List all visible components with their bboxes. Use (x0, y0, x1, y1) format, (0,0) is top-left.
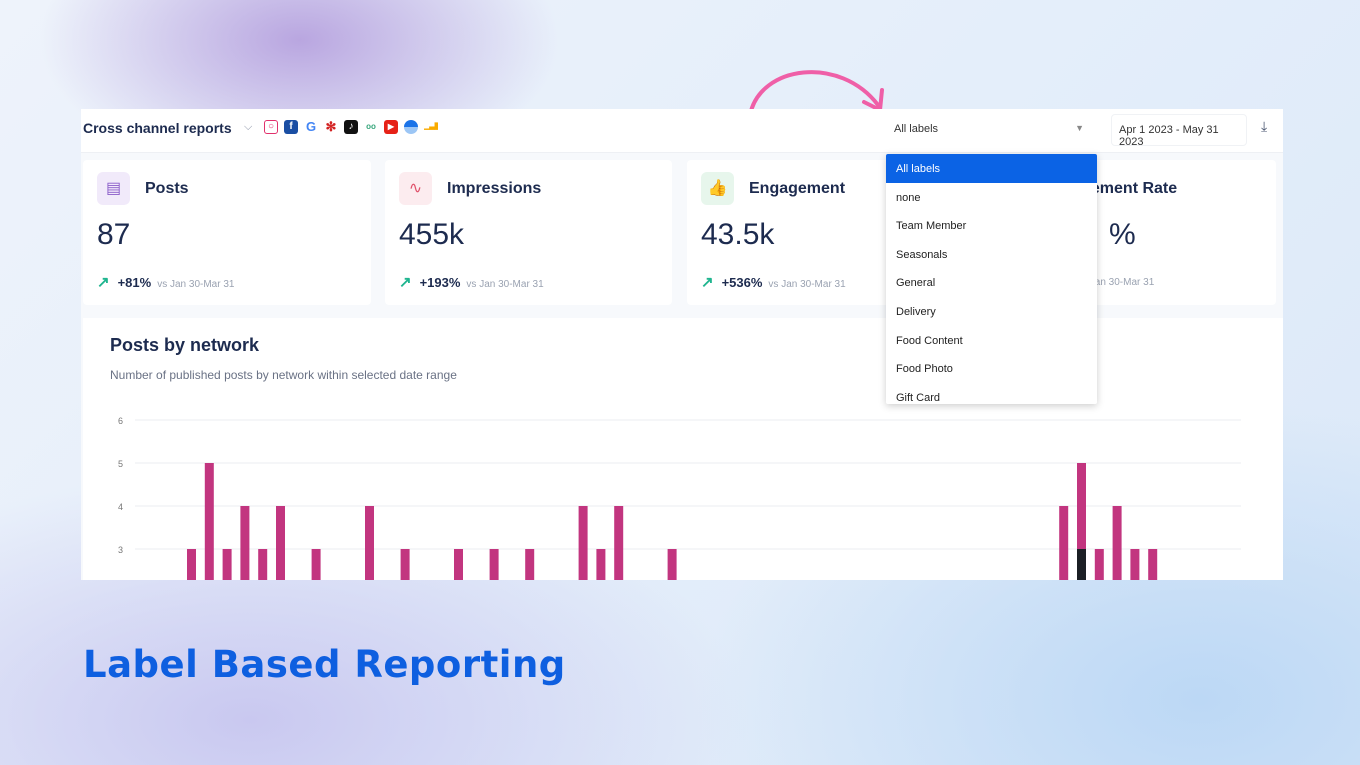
bar-plot: 3 4 5 6 (118, 416, 1241, 580)
y-tick-label: 3 (118, 545, 123, 555)
caret-down-icon: ▼ (1075, 123, 1084, 133)
dropdown-option[interactable]: none (896, 191, 921, 204)
bar[interactable] (311, 549, 321, 580)
card-delta: ↗ +81% vs Jan 30-Mar 31 (97, 273, 234, 291)
bar[interactable] (276, 506, 285, 580)
card-delta: vs Jan 30-Mar 31 (1071, 273, 1154, 288)
bar[interactable] (222, 549, 232, 580)
card-delta: ↗ +536% vs Jan 30-Mar 31 (701, 273, 846, 291)
dropdown-option[interactable]: Team Member (896, 220, 967, 233)
card-value: % (1109, 218, 1136, 251)
dropdown-option[interactable]: Food Photo (896, 363, 953, 376)
card-title: Posts (145, 180, 189, 197)
compare-period: vs Jan 30-Mar 31 (157, 279, 235, 290)
bar[interactable] (525, 549, 535, 580)
bar[interactable] (400, 549, 410, 580)
label-select[interactable]: All labels ▼ (886, 114, 1096, 146)
card-title: Engagement (749, 180, 846, 197)
arrow-up-right-icon: ↗ (701, 274, 714, 291)
youtube-icon[interactable]: ▶ (384, 120, 398, 134)
dropdown-option[interactable]: All labels (886, 154, 1097, 183)
report-title[interactable]: Cross channel reports (83, 120, 232, 136)
bar[interactable] (596, 549, 606, 580)
y-tick-label: 6 (118, 416, 123, 426)
document-icon: ▤ (97, 172, 130, 205)
bar[interactable] (489, 549, 499, 580)
delta-value: +193% (419, 275, 461, 290)
bar[interactable] (258, 549, 268, 580)
dropdown-option[interactable]: Seasonals (896, 248, 948, 261)
chevron-down-icon[interactable]: ⌵ (244, 121, 253, 133)
bar[interactable] (454, 549, 463, 580)
headline: Label Based Reporting (83, 643, 566, 686)
dropdown-option[interactable]: Food Content (896, 334, 963, 347)
bar[interactable] (1059, 506, 1069, 580)
chart-title: Posts by network (110, 335, 260, 355)
download-icon[interactable]: ⤓ (1261, 118, 1268, 134)
chart-subtitle: Number of published posts by network wit… (110, 368, 457, 382)
analytics-icon[interactable]: ▁▃▇ (424, 123, 438, 130)
delta-value: +81% (117, 275, 152, 290)
compare-period: vs Jan 30-Mar 31 (466, 279, 544, 290)
card-title: Impressions (447, 180, 542, 197)
dropdown-option[interactable]: Delivery (896, 305, 936, 318)
bar[interactable] (1112, 506, 1122, 580)
posts-by-network-chart: Posts by network Number of published pos… (83, 318, 1283, 580)
y-tick-label: 4 (118, 502, 123, 512)
stat-card-impressions: ∿ Impressions 455k ↗ +193% vs Jan 30-Mar 3… (385, 160, 672, 305)
report-panel: Cross channel reports ⌵ ○ f G ✻ ♪ oo ▶ ▁… (81, 109, 1283, 580)
compare-period: vs Jan 30-Mar 31 (1077, 277, 1155, 288)
tripadvisor-icon[interactable]: oo (366, 122, 376, 131)
thumbs-up-icon: 👍 (701, 172, 734, 205)
bar[interactable] (578, 506, 588, 580)
bar[interactable] (1077, 463, 1086, 580)
bar[interactable] (1148, 549, 1158, 580)
share-nodes-icon: ∿ (399, 172, 432, 205)
card-value: 87 (97, 218, 131, 251)
dropdown-option[interactable]: Gift Card (896, 391, 941, 404)
bar[interactable] (204, 463, 214, 580)
facebook-icon[interactable]: f (284, 120, 298, 134)
compare-period: vs Jan 30-Mar 31 (768, 279, 846, 290)
date-range-picker[interactable]: Apr 1 2023 - May 31 2023 (1111, 114, 1247, 148)
delta-value: +536% (721, 275, 763, 290)
label-select-value: All labels (894, 123, 939, 135)
instagram-icon[interactable]: ○ (264, 120, 278, 134)
bar[interactable] (365, 506, 374, 580)
bar[interactable] (1094, 549, 1104, 580)
bar[interactable] (240, 506, 250, 580)
tiktok-icon[interactable]: ♪ (344, 120, 358, 134)
network-icons: ○ f G ✻ ♪ oo ▶ ▁▃▇ (264, 120, 438, 134)
label-dropdown-menu: All labels none Team Member Seasonals Ge… (886, 154, 1097, 404)
header-bar: Cross channel reports ⌵ ○ f G ✻ ♪ oo ▶ ▁… (81, 109, 1283, 153)
google-icon[interactable]: G (305, 120, 317, 134)
bar[interactable] (667, 549, 677, 580)
bar[interactable] (614, 506, 624, 580)
y-tick-label: 5 (118, 459, 123, 469)
yelp-icon[interactable]: ✻ (325, 120, 337, 134)
bar-segment[interactable] (1077, 549, 1086, 580)
arrow-up-right-icon: ↗ (97, 274, 110, 291)
stat-card-posts: ▤ Posts 87 ↗ +81% vs Jan 30-Mar 31 (83, 160, 371, 305)
dropdown-option[interactable]: General (896, 277, 936, 290)
card-value: 43.5k (701, 218, 775, 251)
arrow-up-right-icon: ↗ (399, 274, 412, 291)
card-value: 455k (399, 218, 465, 251)
card-delta: ↗ +193% vs Jan 30-Mar 31 (399, 273, 544, 291)
bar[interactable] (1130, 549, 1140, 580)
google-my-business-icon[interactable] (404, 120, 418, 134)
bar[interactable] (187, 549, 196, 580)
